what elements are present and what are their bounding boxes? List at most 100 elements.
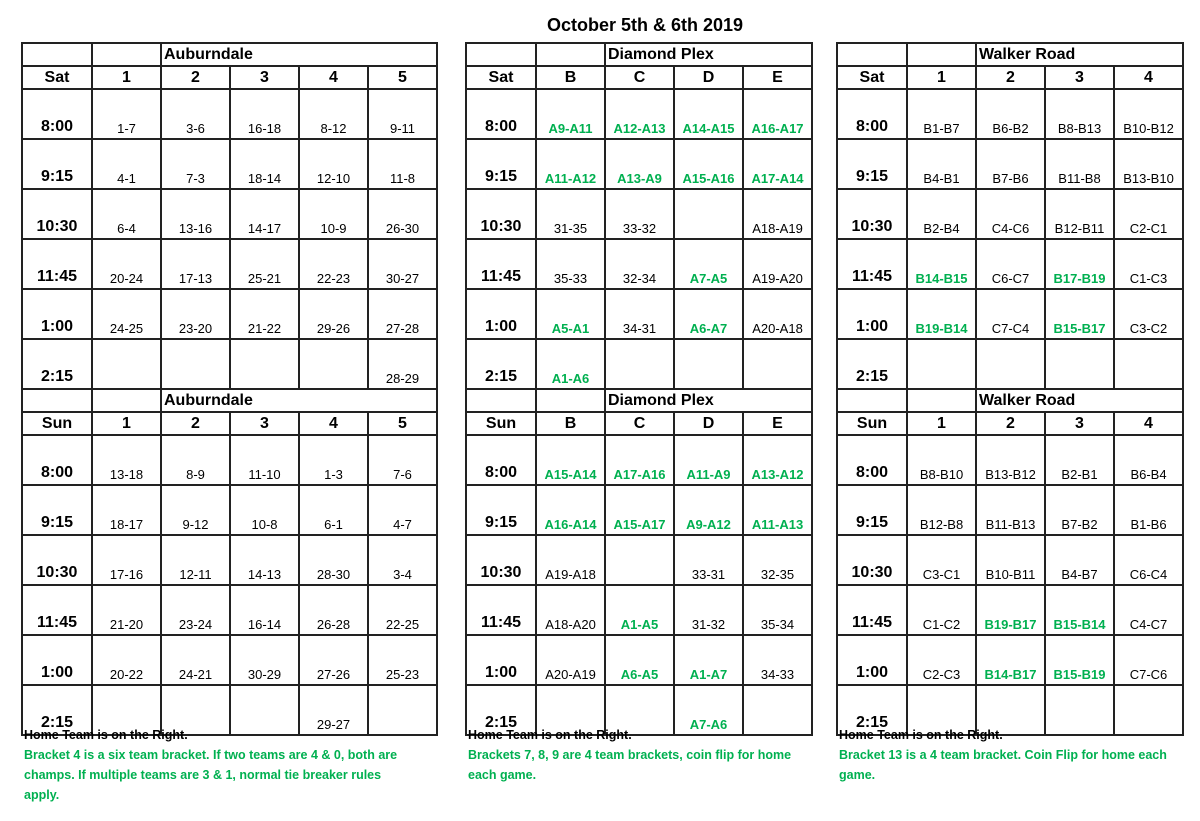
game-cell: A9-A11 (535, 88, 606, 140)
game-cell: B15-B19 (1044, 634, 1115, 686)
game-cell: 1-3 (298, 434, 369, 486)
table-row: 8:00 A15-A14 A17-A16 A11-A9 A13-A12 (465, 434, 814, 486)
game-cell: A12-A13 (604, 88, 675, 140)
venue-name: Walker Road (974, 42, 1185, 67)
game-cell: C3-C2 (1112, 288, 1185, 340)
table-row: 9:15 A11-A12 A13-A9 A15-A16 A17-A14 (465, 138, 814, 190)
game-cell: C7-C4 (975, 288, 1046, 340)
game-cell: C1-C2 (906, 584, 977, 636)
game-cell: A5-A1 (535, 288, 606, 340)
game-cell: 26-30 (366, 188, 439, 240)
game-cell: 13-16 (160, 188, 231, 240)
table-row: 2:15 28-29 (21, 338, 439, 390)
table-row: 11:45 B14-B15 C6-C7 B17-B19 C1-C3 (836, 238, 1185, 290)
notes: Home Team is on the Right. Bracket 4 is a… (24, 725, 404, 805)
time-slot: 10:30 (836, 534, 908, 586)
day-header: Sun (836, 411, 908, 436)
field-column-header: 2 (975, 411, 1046, 436)
notes: Home Team is on the Right. Bracket 13 is … (839, 725, 1179, 785)
game-cell: 35-33 (535, 238, 606, 290)
game-cell: 26-28 (298, 584, 369, 636)
field-column-header: E (741, 65, 814, 90)
time-slot: 2:15 (836, 684, 908, 736)
field-column-header: B (535, 65, 606, 90)
game-cell: C2-C3 (906, 634, 977, 686)
day-header: Sun (21, 411, 93, 436)
table-row: 1:00 A5-A1 34-31 A6-A7 A20-A18 (465, 288, 814, 340)
empty-cell (741, 338, 814, 390)
header-row: Sat B C D E (465, 65, 814, 90)
field-column-header: 3 (229, 411, 300, 436)
game-cell: B12-B8 (906, 484, 977, 536)
empty-cell (604, 338, 675, 390)
day-header: Sat (465, 65, 537, 90)
empty-cell (836, 388, 908, 413)
game-cell: A19-A18 (535, 534, 606, 586)
time-slot: 1:00 (465, 288, 537, 340)
notes: Home Team is on the Right. Brackets 7, 8,… (468, 725, 798, 785)
time-slot: 2:15 (21, 684, 93, 736)
time-slot: 9:15 (21, 138, 93, 190)
header-row: Sat 1 2 3 4 (836, 65, 1185, 90)
table-row: 8:00 B8-B10 B13-B12 B2-B1 B6-B4 (836, 434, 1185, 486)
game-cell: 14-13 (229, 534, 300, 586)
venue-row: Diamond Plex (465, 42, 814, 67)
table-row: 2:15 A7-A6 (465, 684, 814, 736)
table-row: 11:45 35-33 32-34 A7-A5 A19-A20 (465, 238, 814, 290)
game-cell: A19-A20 (741, 238, 814, 290)
game-cell: 13-18 (91, 434, 162, 486)
game-cell: A16-A17 (741, 88, 814, 140)
game-cell: B4-B7 (1044, 534, 1115, 586)
game-cell: 23-20 (160, 288, 231, 340)
game-cell: B2-B1 (1044, 434, 1115, 486)
time-slot: 9:15 (465, 138, 537, 190)
game-cell: 18-14 (229, 138, 300, 190)
game-cell: A15-A17 (604, 484, 675, 536)
empty-cell (91, 42, 162, 67)
field-column-header: D (673, 411, 744, 436)
time-slot: 2:15 (836, 338, 908, 390)
header-row: Sat 1 2 3 4 5 (21, 65, 439, 90)
game-cell: 20-22 (91, 634, 162, 686)
game-cell: 4-7 (366, 484, 439, 536)
venue-name: Auburndale (159, 42, 439, 67)
bracket-note: Bracket 4 is a six team bracket. If two … (24, 748, 398, 802)
game-cell: 10-9 (298, 188, 369, 240)
venue-row: Walker Road (836, 42, 1185, 67)
header-row: Sun B C D E (465, 411, 814, 436)
empty-cell (604, 534, 675, 586)
game-cell: 6-4 (91, 188, 162, 240)
time-slot: 10:30 (465, 188, 537, 240)
game-cell: B13-B12 (975, 434, 1046, 486)
field-column-header: 4 (298, 65, 369, 90)
time-slot: 10:30 (21, 188, 93, 240)
game-cell: 35-34 (741, 584, 814, 636)
field-column-header: 5 (366, 411, 439, 436)
table-row: 8:00 B1-B7 B6-B2 B8-B13 B10-B12 (836, 88, 1185, 140)
empty-cell (1112, 338, 1185, 390)
header-row: Sun 1 2 3 4 (836, 411, 1185, 436)
game-cell: B8-B13 (1044, 88, 1115, 140)
game-cell: 34-31 (604, 288, 675, 340)
venue-row: Auburndale (21, 388, 439, 413)
time-slot: 8:00 (836, 434, 908, 486)
empty-cell (906, 338, 977, 390)
game-cell: A20-A19 (535, 634, 606, 686)
game-cell: 16-18 (229, 88, 300, 140)
table-row: 11:45 20-24 17-13 25-21 22-23 30-27 (21, 238, 439, 290)
venue-name: Walker Road (974, 388, 1185, 413)
game-cell: 29-27 (298, 684, 369, 736)
field-column-header: 1 (906, 411, 977, 436)
game-cell: 6-1 (298, 484, 369, 536)
field-column-header: 1 (91, 65, 162, 90)
table-row: 2:15 29-27 (21, 684, 439, 736)
bracket-note: Bracket 13 is a 4 team bracket. Coin Fli… (839, 748, 1167, 782)
time-slot: 1:00 (21, 288, 93, 340)
game-cell: 8-12 (298, 88, 369, 140)
game-cell: B19-B17 (975, 584, 1046, 636)
empty-cell (91, 338, 162, 390)
empty-cell (21, 388, 93, 413)
game-cell: A14-A15 (673, 88, 744, 140)
table-row: 8:00 A9-A11 A12-A13 A14-A15 A16-A17 (465, 88, 814, 140)
game-cell: C4-C6 (975, 188, 1046, 240)
